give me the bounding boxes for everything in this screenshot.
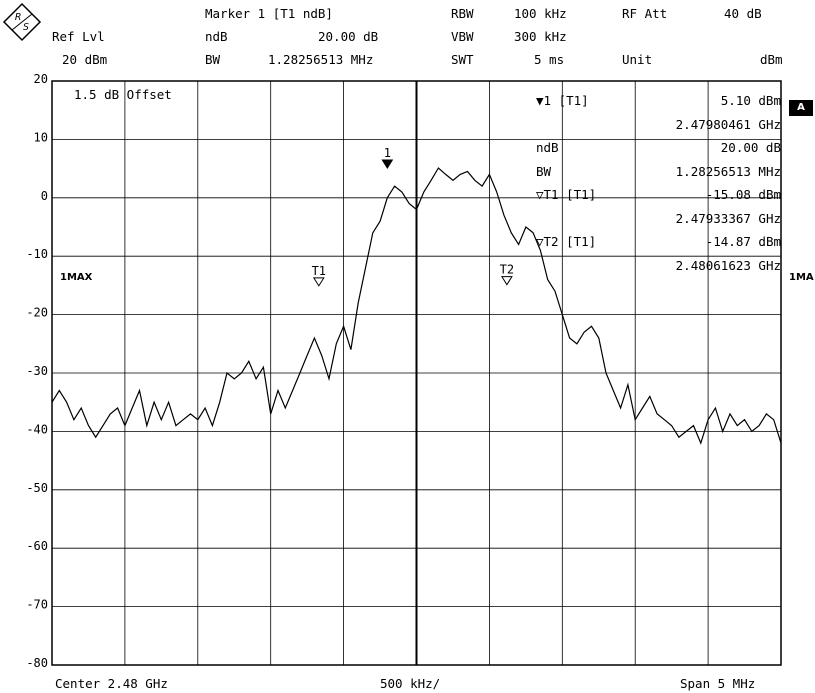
svg-text:S: S [23, 22, 29, 33]
ref-lvl-label: Ref Lvl [52, 29, 105, 44]
trace-series [51, 167, 782, 445]
rbw-label: RBW [451, 6, 474, 21]
marker-panel-value: 2.47980461 GHz [675, 116, 781, 132]
marker-panel-value: -15.08 dBm [705, 187, 781, 202]
marker-label: T1 [312, 264, 326, 278]
ndb-label: ndB [205, 29, 228, 44]
marker-panel-key: ▼1 [T1] [536, 93, 589, 108]
offset-text: 1.5 dB Offset [74, 87, 172, 102]
y-tick-labels: 20 10 0 -10 -20 -30 -40 -50 -60 -70 -80 [26, 72, 48, 670]
swt-value: 5 ms [534, 52, 565, 67]
marker-label: T2 [500, 263, 514, 277]
trace-label-right: 1MA [789, 272, 814, 283]
rf-att-label: RF Att [622, 6, 668, 21]
marker-panel-key: BW [536, 163, 552, 179]
swt-label: SWT [451, 52, 474, 67]
y-tick-label: -40 [26, 422, 48, 436]
center-frequency: Center 2.48 GHz [55, 676, 168, 691]
vbw-value: 300 kHz [514, 29, 567, 44]
marker-panel-value: 1.28256513 MHz [675, 163, 781, 179]
y-tick-label: -50 [26, 481, 48, 495]
marker-panel-key: ndB [536, 140, 559, 155]
marker-label: 1 [384, 146, 391, 160]
y-tick-label: -20 [26, 306, 48, 320]
marker-panel-value: 5.10 dBm [720, 93, 781, 108]
marker-panel-value: 2.48061623 GHz [675, 257, 781, 273]
markers: 1 T1 T2 [312, 146, 514, 287]
marker-1-icon [381, 159, 394, 169]
rf-att-value: 40 dB [724, 6, 762, 21]
marker-panel-key: ▽T2 [T1] [536, 234, 597, 249]
marker-panel-key: ▽T1 [T1] [536, 187, 597, 202]
marker-title: Marker 1 [T1 ndB] [205, 6, 333, 21]
marker-panel-value: 20.00 dB [720, 140, 781, 155]
y-tick-label: -30 [26, 364, 48, 378]
rbw-value: 100 kHz [514, 6, 567, 21]
svg-text:R: R [15, 12, 21, 23]
ref-lvl-value: 20 dBm [62, 52, 108, 67]
unit-value: dBm [760, 52, 783, 67]
division: 500 kHz/ [380, 676, 441, 691]
unit-label: Unit [622, 52, 653, 67]
y-tick-label: 0 [41, 189, 48, 203]
marker-t2-icon [500, 276, 513, 286]
span: Span 5 MHz [680, 676, 756, 691]
rohde-schwarz-logo-icon: R S [2, 2, 42, 42]
y-tick-label: -10 [26, 247, 48, 261]
trace-line [51, 167, 782, 445]
bw-value: 1.28256513 MHz [268, 52, 374, 67]
plot-grid [51, 80, 782, 666]
marker-t1-icon [312, 277, 325, 287]
marker-panel-value: -14.87 dBm [705, 234, 781, 249]
y-tick-label: -60 [26, 539, 48, 553]
y-tick-label: 20 [34, 72, 48, 86]
bw-label: BW [205, 52, 221, 67]
trace-label-left: 1MAX [60, 272, 93, 283]
y-tick-label: -70 [26, 598, 48, 612]
y-tick-label: 10 [34, 130, 48, 144]
vbw-label: VBW [451, 29, 474, 44]
y-tick-label: -80 [26, 656, 48, 670]
screen-a-badge: A [789, 100, 813, 116]
marker-panel-value: 2.47933367 GHz [675, 210, 781, 226]
ndb-value: 20.00 dB [318, 29, 379, 44]
